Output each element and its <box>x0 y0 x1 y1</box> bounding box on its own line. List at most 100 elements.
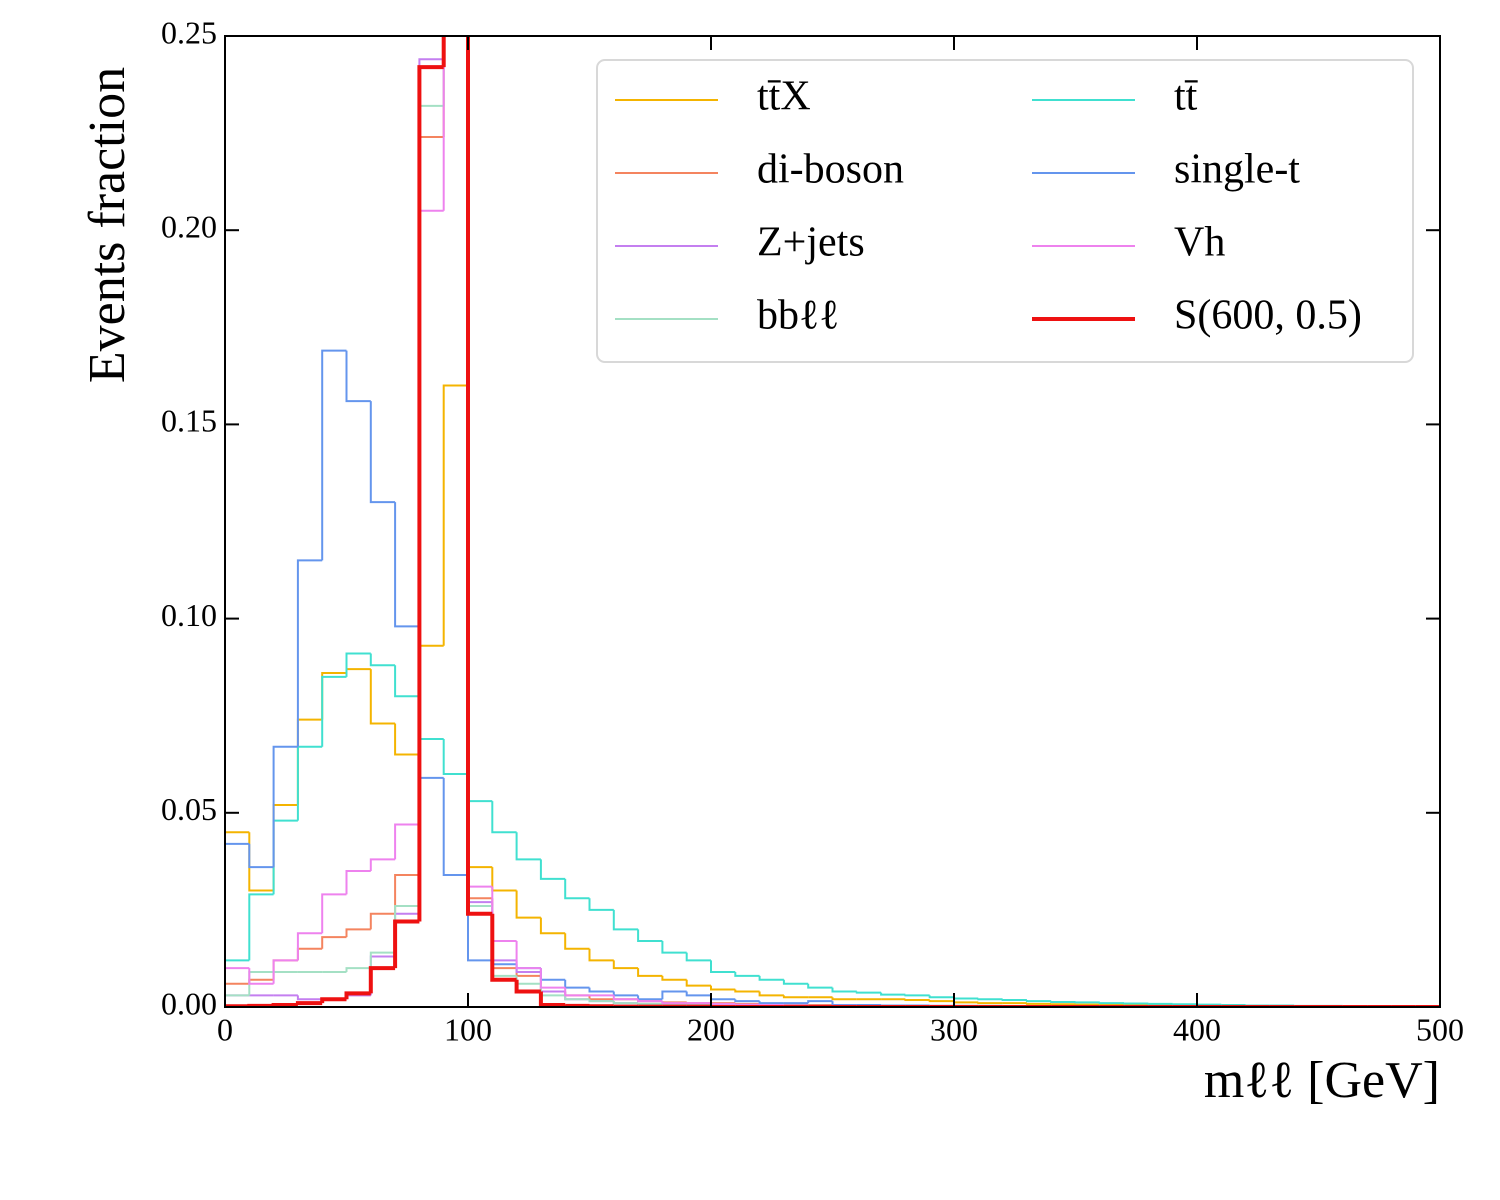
histogram-step <box>393 919 420 969</box>
histogram-step <box>515 975 541 985</box>
legend-label: single-t <box>1174 147 1300 193</box>
histogram-step <box>321 936 347 949</box>
histogram-step <box>564 979 590 989</box>
histogram-step <box>637 1002 663 1005</box>
histogram-step <box>539 917 566 935</box>
histogram-step <box>296 995 323 1001</box>
histogram-step <box>345 870 371 895</box>
y-axis-label: Events fraction <box>79 67 136 383</box>
legend-label: bbℓℓ <box>757 293 839 339</box>
histogram-step <box>539 968 566 981</box>
histogram-step <box>637 929 663 942</box>
histogram-step <box>369 951 396 969</box>
histogram-step <box>272 804 298 891</box>
histogram-step <box>685 952 711 962</box>
histogram-step <box>369 653 396 667</box>
histogram-step <box>515 890 541 919</box>
histogram-step <box>734 972 760 977</box>
histogram-step <box>831 1001 857 1007</box>
histogram-step <box>612 991 639 997</box>
histogram-step <box>831 997 857 1001</box>
histogram-step <box>855 991 882 994</box>
histogram-step <box>685 979 711 987</box>
histogram-step <box>539 983 566 997</box>
histogram-step <box>782 995 809 999</box>
legend-label: Vh <box>1174 220 1225 266</box>
histogram-step <box>296 947 323 961</box>
histogram-step <box>345 350 371 403</box>
histogram-step <box>321 675 347 747</box>
histogram-step <box>296 745 323 821</box>
histogram-step <box>295 1001 323 1006</box>
legend-frame <box>596 59 1414 363</box>
histogram-step <box>782 979 809 985</box>
y-tick-label: 0.25 <box>161 14 217 50</box>
histogram-step <box>442 739 468 775</box>
histogram-step <box>539 859 566 880</box>
histogram-step <box>296 559 323 747</box>
legend-label: tt̄ <box>1174 74 1198 120</box>
histogram-step <box>685 991 711 997</box>
histogram-step <box>491 902 517 962</box>
histogram-step <box>538 991 566 1007</box>
histogram-step <box>758 991 784 997</box>
histogram-step <box>466 36 493 916</box>
histogram-step <box>394 723 420 756</box>
histogram-step <box>661 1001 687 1005</box>
histogram-step <box>369 955 396 996</box>
y-tick-label: 0.05 <box>161 791 217 827</box>
histogram-step <box>661 975 687 981</box>
histogram-step <box>248 893 274 961</box>
histogram-step <box>418 104 444 907</box>
histogram-step <box>588 987 614 993</box>
histogram-step <box>272 819 298 895</box>
histogram-step <box>564 995 590 1001</box>
legend-label: tt̄X <box>757 74 811 120</box>
histogram-step <box>904 999 930 1002</box>
histogram-step <box>612 995 639 1001</box>
x-tick-label: 0 <box>217 1011 233 1047</box>
histogram-step <box>710 985 736 991</box>
legend-label: di-boson <box>757 147 904 193</box>
histogram-step <box>394 873 420 914</box>
histogram-step <box>442 384 468 646</box>
histogram-step <box>225 967 250 1007</box>
plot-frame <box>224 35 1441 1008</box>
histogram-step <box>807 1000 833 1004</box>
histogram-step <box>977 998 1003 1001</box>
histogram-step <box>564 933 590 950</box>
y-tick-label: 0.20 <box>161 209 217 245</box>
histogram-step <box>344 991 371 1000</box>
y-tick-label: 0.15 <box>161 403 217 439</box>
histogram-step <box>880 992 906 996</box>
histogram-step <box>272 959 298 980</box>
histogram-step <box>345 994 371 1000</box>
histogram-step <box>442 36 445 106</box>
histogram-step <box>807 983 833 989</box>
histogram-step <box>442 777 468 876</box>
histogram-step <box>661 990 687 1000</box>
histogram-step <box>418 135 444 875</box>
histogram-step <box>418 58 444 914</box>
histogram-step <box>394 502 420 628</box>
histogram-step <box>248 832 274 892</box>
histogram-step <box>491 867 517 892</box>
histogram-step <box>320 997 347 1004</box>
legend-label: Z+jets <box>757 220 865 266</box>
histogram-step <box>467 36 493 904</box>
histogram-step <box>467 36 493 900</box>
histogram-step <box>564 987 590 997</box>
y-tick-label: 0.10 <box>161 597 217 633</box>
histogram-step <box>272 745 298 868</box>
histogram-step <box>467 36 493 888</box>
histogram-step <box>588 898 614 911</box>
histogram-step <box>368 966 396 994</box>
histogram-step <box>758 975 784 981</box>
histogram-step <box>272 959 298 984</box>
x-tick-label: 500 <box>1416 1011 1464 1047</box>
histogram-step <box>418 696 444 741</box>
x-axis-label: mℓℓ [GeV] <box>1204 1052 1440 1109</box>
histogram-step <box>588 948 614 962</box>
histogram-step <box>734 999 760 1003</box>
